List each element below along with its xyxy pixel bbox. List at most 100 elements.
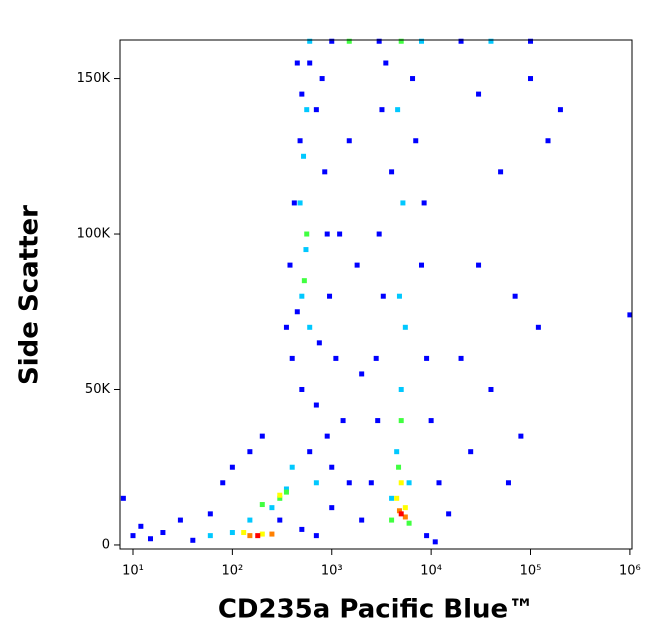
- point: [424, 355, 430, 361]
- point: [277, 517, 283, 523]
- point: [283, 489, 289, 495]
- point: [138, 523, 144, 529]
- point: [277, 495, 283, 501]
- point: [329, 464, 335, 470]
- point: [557, 107, 563, 113]
- point: [498, 169, 504, 175]
- point: [354, 262, 360, 268]
- point: [327, 293, 333, 299]
- point: [255, 533, 261, 539]
- point: [528, 76, 534, 82]
- point: [436, 480, 442, 486]
- point: [322, 169, 328, 175]
- point: [297, 138, 303, 144]
- y-axis-title: Side Scatter: [15, 205, 45, 385]
- point: [406, 480, 412, 486]
- point: [269, 531, 275, 537]
- point: [395, 107, 401, 113]
- point: [402, 514, 408, 520]
- point: [376, 38, 382, 44]
- point: [346, 480, 352, 486]
- point: [368, 480, 374, 486]
- y-tick-label: 100K: [77, 227, 111, 242]
- x-tick-label: 10³: [321, 564, 343, 579]
- x-axis-title: CD235a Pacific Blue™: [218, 595, 534, 625]
- x-tick-label: 10⁵: [520, 564, 542, 579]
- point: [402, 324, 408, 330]
- point: [289, 355, 295, 361]
- point: [446, 511, 452, 517]
- x-tick-label: 10⁴: [420, 564, 442, 579]
- point: [340, 418, 346, 424]
- point: [380, 293, 386, 299]
- point: [329, 38, 335, 44]
- point: [247, 517, 253, 523]
- point: [324, 433, 330, 439]
- point: [376, 231, 382, 237]
- point: [307, 324, 313, 330]
- point: [229, 530, 235, 536]
- point: [428, 418, 434, 424]
- point: [207, 533, 213, 539]
- point: [396, 464, 402, 470]
- point: [130, 533, 136, 539]
- plot-area: [120, 40, 632, 549]
- point: [304, 231, 310, 237]
- point: [229, 464, 235, 470]
- point: [389, 495, 395, 501]
- point: [359, 371, 365, 377]
- points: [120, 38, 633, 545]
- point: [207, 511, 213, 517]
- point: [545, 138, 551, 144]
- point: [398, 38, 404, 44]
- point: [488, 386, 494, 392]
- x-tick-label: 10⁶: [619, 564, 641, 579]
- point: [299, 386, 305, 392]
- point: [458, 38, 464, 44]
- point: [299, 293, 305, 299]
- plot-frame: [119, 39, 633, 550]
- point: [389, 169, 395, 175]
- point: [307, 38, 313, 44]
- y-tick-label: 50K: [85, 382, 111, 397]
- point: [329, 505, 335, 511]
- point: [359, 517, 365, 523]
- point: [394, 495, 400, 501]
- point: [297, 200, 303, 206]
- point: [458, 355, 464, 361]
- point: [421, 200, 427, 206]
- point: [627, 312, 633, 318]
- point: [301, 153, 307, 159]
- point: [294, 60, 300, 66]
- point: [373, 355, 379, 361]
- point: [299, 91, 305, 97]
- point: [291, 200, 297, 206]
- x-tick-label: 10¹: [122, 564, 144, 579]
- point: [400, 200, 406, 206]
- point: [528, 38, 534, 44]
- point: [294, 309, 300, 315]
- point: [375, 418, 381, 424]
- point: [337, 231, 343, 237]
- point: [319, 76, 325, 82]
- point: [468, 449, 474, 455]
- point: [307, 60, 313, 66]
- point: [419, 262, 425, 268]
- point: [277, 492, 283, 498]
- point: [379, 107, 385, 113]
- point: [247, 449, 253, 455]
- point: [333, 355, 339, 361]
- point: [396, 508, 402, 514]
- point: [505, 480, 511, 486]
- point: [394, 449, 400, 455]
- point: [396, 293, 402, 299]
- point: [301, 278, 307, 284]
- point: [406, 520, 412, 526]
- point: [398, 418, 404, 424]
- point: [177, 517, 183, 523]
- point: [304, 107, 310, 113]
- point: [259, 433, 265, 439]
- point: [424, 533, 430, 539]
- point: [389, 517, 395, 523]
- x-tick-label: 10²: [221, 564, 243, 579]
